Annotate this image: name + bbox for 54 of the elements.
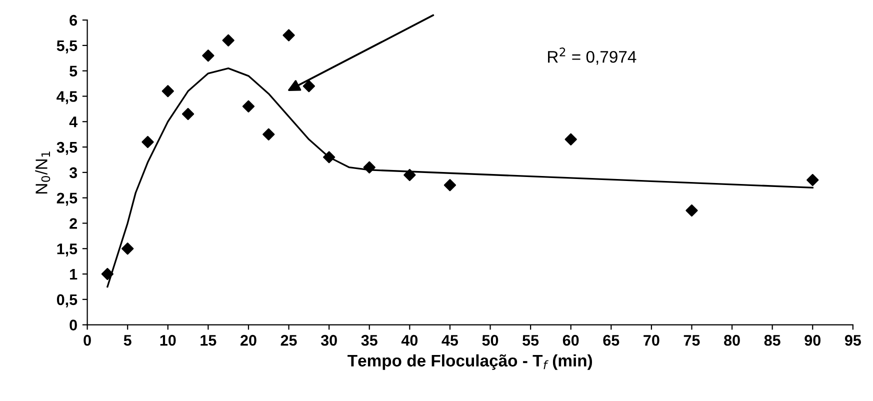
point <box>323 151 336 164</box>
x-tick-label: 65 <box>603 334 620 346</box>
point <box>806 174 819 186</box>
x-tick-label: 45 <box>442 335 458 346</box>
y-tick-label: 4 <box>69 116 78 128</box>
point <box>262 128 275 140</box>
x-tick-label: 35 <box>361 334 378 346</box>
y-tick-label: 0 <box>70 320 77 330</box>
y-axis-title: N$_{0}$/N$_{1}$ <box>35 152 50 194</box>
point <box>564 133 577 146</box>
point <box>162 85 174 98</box>
y-tick-label: 1,5 <box>57 244 78 257</box>
x-tick-label: 15 <box>200 335 216 346</box>
x-axis-title: Tempo de Floculação - T$_{f}$ (min) <box>348 354 592 370</box>
y-tick-label: 0,5 <box>56 294 78 308</box>
y-tick-label: 5,5 <box>56 40 78 54</box>
x-tick-label: 85 <box>764 334 780 346</box>
x-tick-label: 10 <box>160 334 176 346</box>
point <box>202 50 214 62</box>
y-tick-label: 6 <box>70 14 78 26</box>
x-tick-label: 20 <box>240 334 256 346</box>
x-tick-label: 30 <box>320 334 337 346</box>
x-tick-label: 40 <box>401 334 418 346</box>
x-tick-label: 80 <box>724 334 740 346</box>
x-tick-label: 75 <box>684 335 700 346</box>
x-tick-label: 70 <box>644 334 660 346</box>
x-tick-label: 25 <box>280 334 297 346</box>
point <box>404 168 416 182</box>
x-tick-label: 60 <box>562 334 579 346</box>
annotation: R$^{2}$ = 0,7974 <box>548 48 636 65</box>
point <box>122 242 134 255</box>
x-tick-label: 0 <box>84 334 91 346</box>
y-tick-label: 4,5 <box>56 91 78 104</box>
point <box>101 268 114 280</box>
point <box>182 108 194 120</box>
y-tick-label: 5 <box>70 66 78 77</box>
x-tick-label: 55 <box>522 335 539 346</box>
point <box>686 204 698 217</box>
point <box>444 179 456 192</box>
point <box>142 136 154 148</box>
y-tick-label: 3,5 <box>56 142 78 155</box>
y-tick-label: 3 <box>69 167 78 178</box>
point <box>282 29 295 42</box>
x-tick-label: 50 <box>482 334 498 346</box>
x-tick-label: 5 <box>124 335 132 346</box>
x-tick-label: 95 <box>844 334 861 346</box>
point <box>222 34 234 46</box>
y-tick-label: 2 <box>70 218 77 229</box>
x-tick-label: 90 <box>804 334 820 346</box>
y-tick-label: 1 <box>70 269 78 280</box>
point <box>363 161 376 174</box>
point <box>242 100 255 112</box>
y-tick-label: 2,5 <box>56 192 78 206</box>
point <box>302 80 315 92</box>
